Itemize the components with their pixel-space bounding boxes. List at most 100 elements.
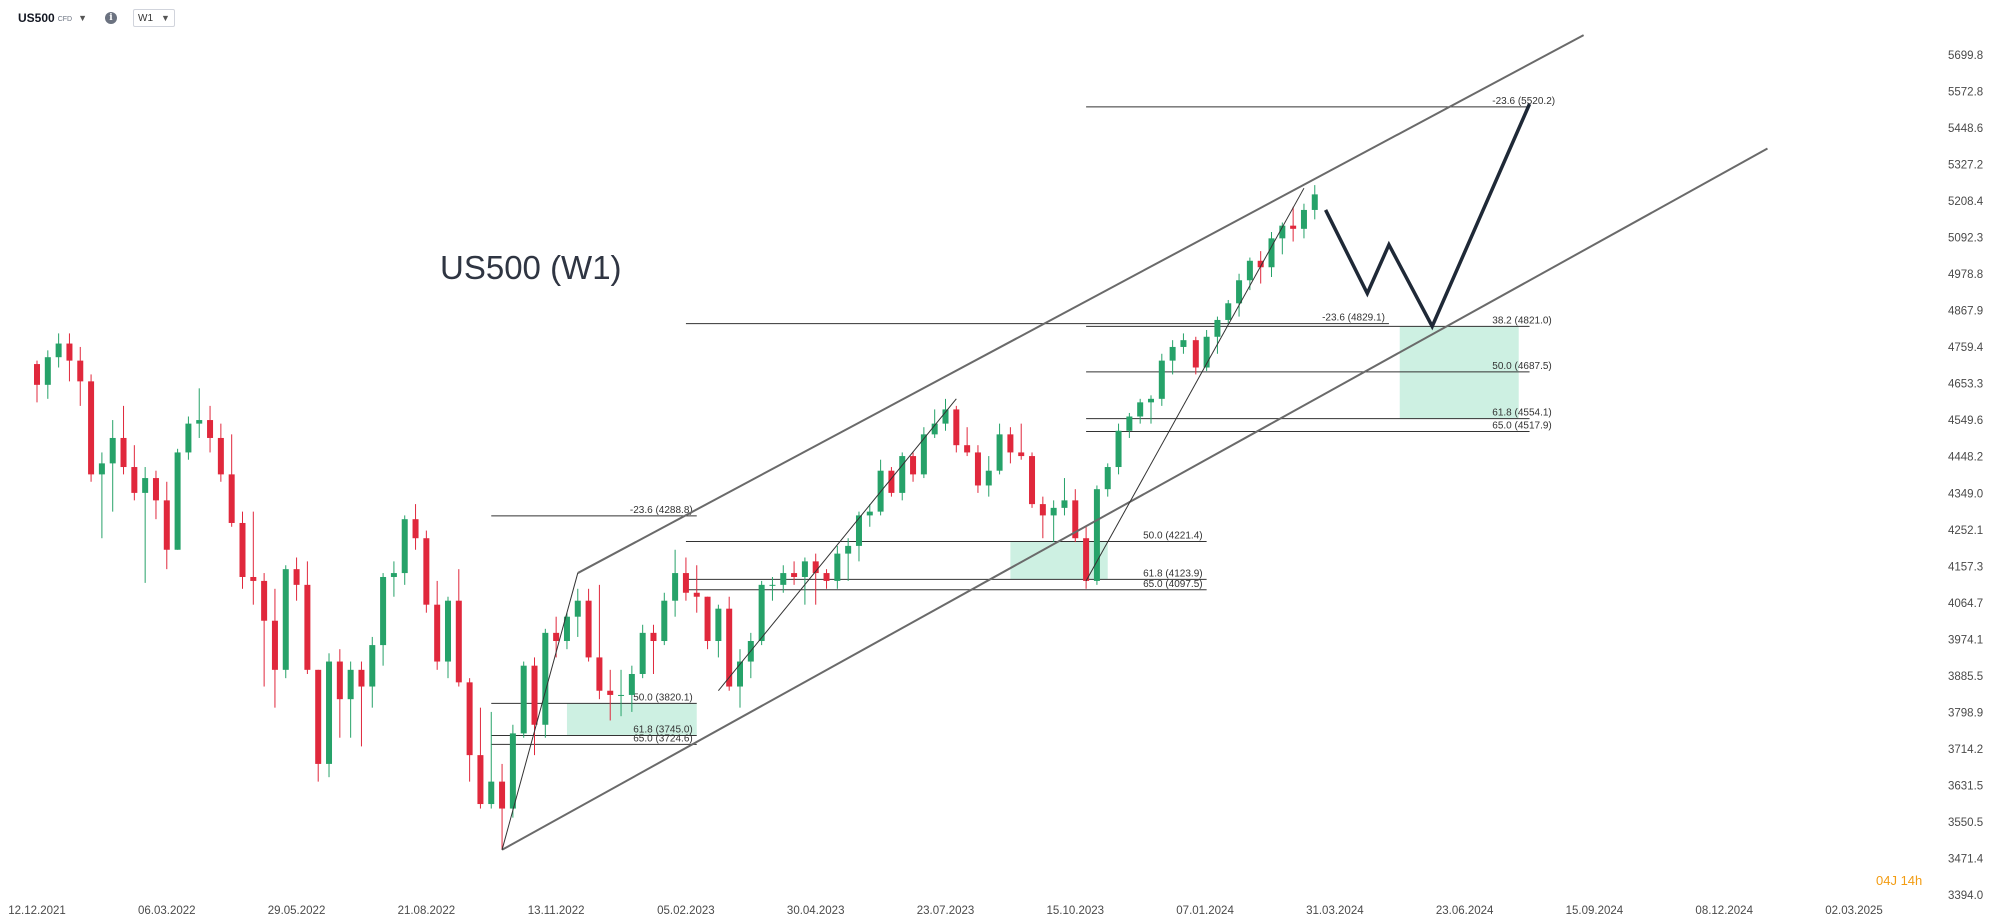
price-tick-label: 4867.9 — [1948, 306, 1983, 318]
price-tick-label: 5092.3 — [1948, 233, 1983, 245]
candle — [845, 538, 852, 581]
trend-channel-lines — [501, 34, 1768, 851]
candle — [347, 661, 354, 738]
candle-body — [1214, 319, 1221, 337]
candle-body — [855, 515, 862, 546]
price-tick-label: 5327.2 — [1948, 160, 1983, 172]
candle — [574, 588, 581, 637]
fibonacci-levels: -23.6 (4288.8) 50.0 (3820.1) 61.8 (3745.0)… — [491, 96, 1555, 745]
candle-body — [88, 381, 95, 475]
candle — [1137, 398, 1144, 424]
date-tick-label: 15.09.2024 — [1566, 905, 1624, 917]
candle-body — [477, 755, 484, 805]
candle-body — [801, 561, 808, 577]
candle-body — [942, 409, 949, 424]
candle-body — [499, 781, 506, 809]
candle — [618, 669, 625, 717]
candle-body — [758, 584, 765, 642]
price-tick-label: 4448.2 — [1948, 452, 1983, 464]
candle — [282, 565, 289, 679]
candle — [737, 649, 744, 708]
fib-level-label: 65.0 (4517.9) — [1492, 421, 1552, 432]
candle-body — [1147, 398, 1154, 403]
candle — [390, 561, 397, 597]
chevron-down-icon: ▼ — [161, 13, 170, 23]
candle-body — [650, 632, 657, 642]
candle — [834, 545, 841, 589]
candle-body — [315, 669, 322, 764]
price-tick-label: 4549.6 — [1948, 415, 1983, 427]
timeframe-select[interactable]: W1 ▼ — [133, 9, 175, 27]
fib-level-label: -23.6 (4829.1) — [1322, 313, 1385, 324]
candle-body — [845, 545, 852, 554]
candle-body — [607, 690, 614, 695]
candle-body — [261, 580, 268, 621]
candle-body — [542, 632, 549, 725]
candle-body — [1029, 456, 1036, 505]
candle-body — [1104, 467, 1111, 490]
candle — [358, 661, 365, 747]
price-tick-label: 4653.3 — [1948, 379, 1983, 391]
candle-body — [239, 522, 246, 577]
candle-body — [866, 511, 873, 516]
price-tick-label: 3885.5 — [1948, 671, 1983, 683]
fib-level-label: 50.0 (4221.4) — [1143, 531, 1203, 542]
candle — [1115, 423, 1122, 475]
date-tick-label: 06.03.2022 — [138, 905, 196, 917]
candle-body — [1115, 430, 1122, 468]
candle-body — [682, 573, 689, 593]
candle-body — [455, 600, 462, 683]
candle — [423, 530, 430, 613]
fib-level-label: 61.8 (4554.1) — [1492, 408, 1552, 419]
info-icon[interactable]: i — [105, 12, 118, 24]
candle — [1018, 423, 1025, 460]
candle — [823, 569, 830, 589]
candle — [444, 596, 451, 679]
date-tick-label: 05.02.2023 — [657, 905, 715, 917]
candle — [1225, 299, 1232, 324]
candle-body — [769, 584, 776, 586]
candle-body — [1169, 346, 1176, 361]
fib-level-label: -23.6 (4288.8) — [630, 505, 693, 516]
candle-body — [282, 569, 289, 670]
candle-body — [812, 561, 819, 574]
candle — [661, 592, 668, 646]
candle-body — [228, 474, 235, 523]
projection-line — [1324, 103, 1532, 331]
candle — [520, 661, 527, 738]
date-tick-label: 12.12.2021 — [8, 905, 66, 917]
candle-body — [423, 538, 430, 605]
symbol-type-badge: CFD — [57, 15, 73, 23]
candle-body — [326, 661, 333, 764]
candle-body — [672, 573, 679, 601]
candle-body — [726, 608, 733, 687]
candle — [163, 481, 170, 570]
candlestick-series — [34, 185, 1318, 850]
date-tick-label: 08.12.2024 — [1695, 905, 1753, 917]
candle-body — [704, 596, 711, 642]
candle — [1158, 353, 1165, 406]
candle — [877, 459, 884, 516]
candle — [639, 624, 646, 679]
candle — [769, 576, 776, 601]
candle — [985, 456, 992, 497]
candle-body — [1203, 336, 1210, 368]
symbol-name[interactable]: US500 — [18, 11, 55, 25]
candle-body — [120, 437, 127, 468]
symbol-dropdown-icon[interactable]: ▼ — [78, 13, 88, 23]
chart-toolbar: US500 CFD ▼ i W1 ▼ — [0, 0, 600, 36]
candle-body — [163, 500, 170, 550]
candle-body — [109, 437, 116, 464]
candle — [1126, 412, 1133, 438]
price-tick-label: 3974.1 — [1948, 634, 1983, 646]
candle — [44, 350, 51, 399]
candle-body — [34, 364, 40, 385]
candle-body — [737, 661, 744, 687]
candle-body — [185, 423, 192, 453]
candle — [1268, 231, 1275, 277]
candle — [942, 398, 949, 431]
candle-body — [304, 584, 311, 670]
candle-body — [1050, 507, 1057, 516]
candle-body — [974, 452, 981, 486]
